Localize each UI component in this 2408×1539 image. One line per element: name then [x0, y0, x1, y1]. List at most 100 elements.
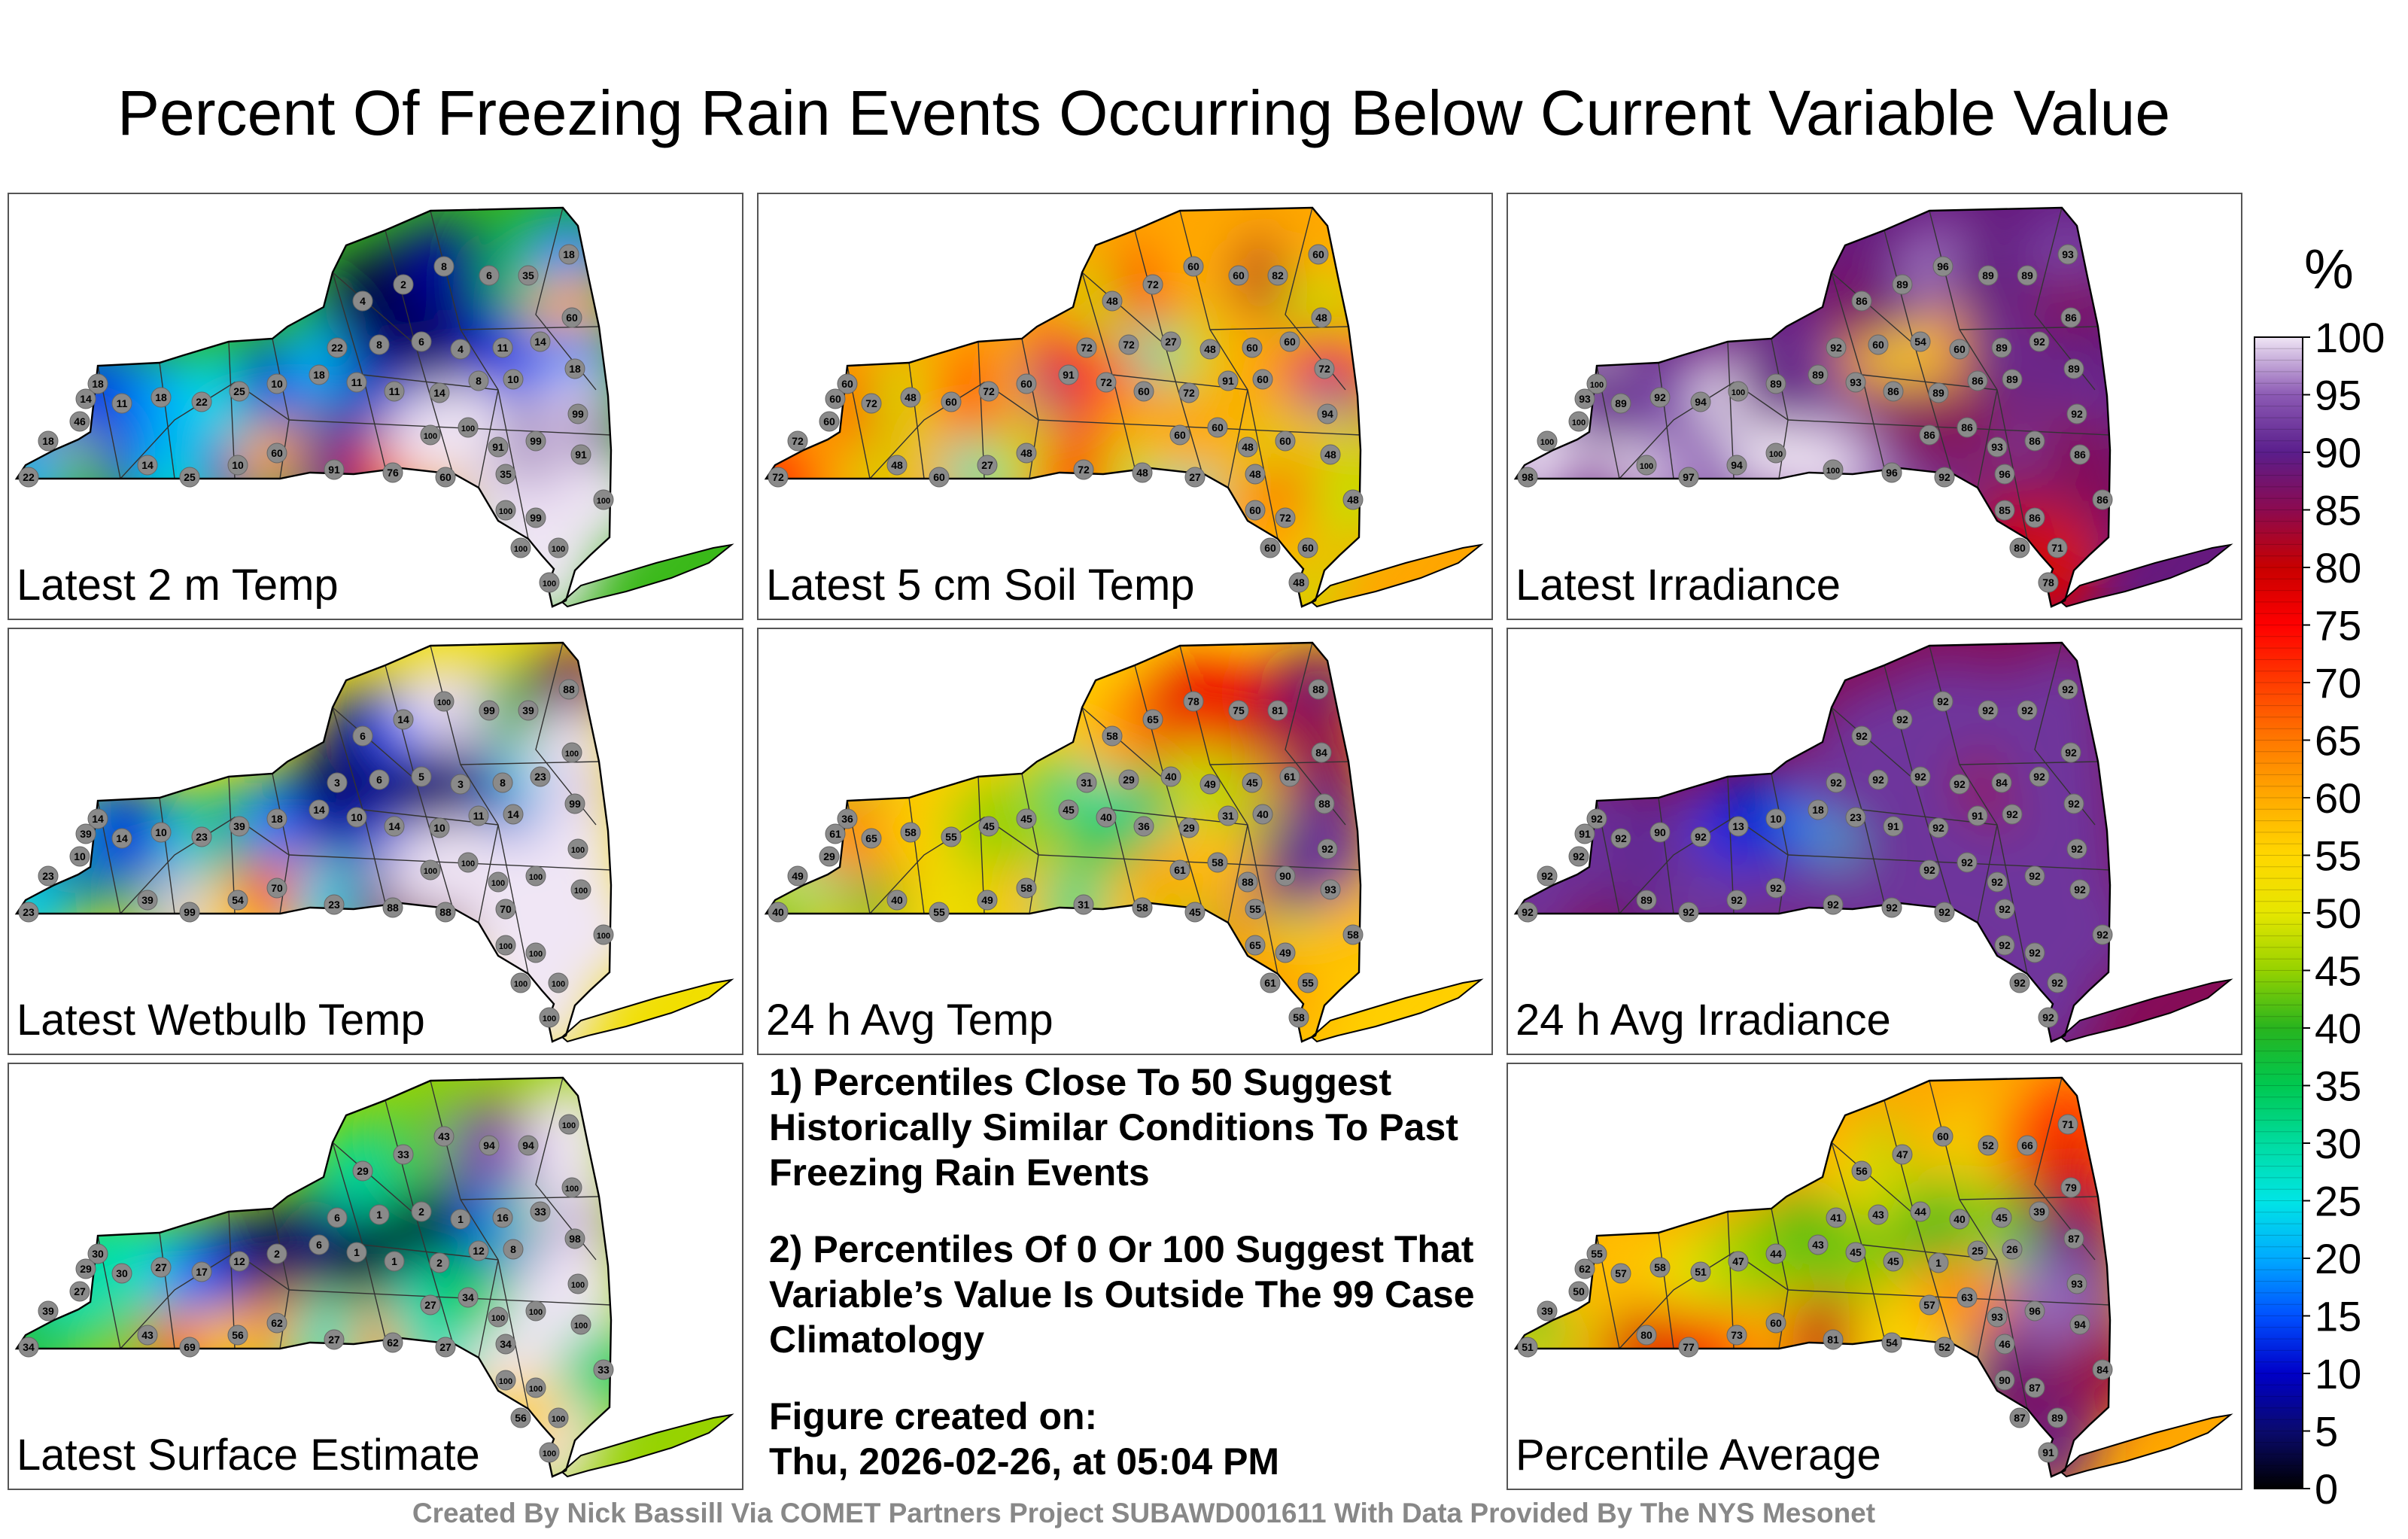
station-value: 100: [543, 579, 556, 589]
station-marker: [539, 1442, 560, 1463]
county-border: [1977, 389, 1998, 488]
station-value: 8: [476, 375, 482, 387]
state-outline: [1513, 1076, 2112, 1478]
station-value: 100: [529, 950, 543, 959]
station-value: 33: [534, 1206, 546, 1218]
station-value: 1: [391, 1255, 397, 1267]
station-value: 11: [117, 397, 128, 409]
station-value: 100: [574, 1322, 588, 1331]
colorbar-tick-label: 35: [2315, 1063, 2361, 1110]
station-marker: [1073, 459, 1094, 480]
station-value: 86: [1972, 375, 1984, 387]
station-marker: [1892, 709, 1913, 730]
station-value: 23: [196, 831, 208, 843]
station-marker: [1242, 772, 1263, 793]
station-marker: [1910, 766, 1931, 787]
station-marker: [150, 822, 172, 843]
station-value: 60: [829, 393, 841, 405]
station-value: 92: [1522, 906, 1534, 918]
station-value: 100: [424, 432, 437, 441]
station-value: 60: [1249, 504, 1261, 516]
station-value: 2: [274, 1248, 280, 1260]
station-value: 61: [1264, 977, 1276, 989]
created-date: Thu, 2026-02-26, at 05:04 PM: [769, 1440, 1280, 1483]
station-marker: [1956, 1287, 1978, 1308]
station-marker: [393, 1144, 414, 1165]
station-value: 93: [1850, 376, 1862, 388]
station-marker: [1517, 902, 1538, 923]
county-border: [159, 362, 175, 479]
station-value: 72: [1123, 339, 1135, 351]
station-marker: [492, 772, 513, 793]
station-value: 29: [357, 1165, 369, 1177]
county-border: [1658, 797, 1674, 914]
station-marker: [18, 467, 39, 488]
station-value: 58: [1106, 730, 1118, 742]
station-marker: [2024, 430, 2045, 452]
station-marker: [2057, 679, 2078, 700]
station-value: 18: [563, 248, 575, 260]
station-marker: [458, 1287, 479, 1308]
station-value: 27: [1165, 336, 1177, 348]
station-value: 23: [1850, 811, 1862, 823]
station-marker: [861, 828, 882, 849]
station-marker: [1919, 1294, 1940, 1315]
station-value: 35: [500, 468, 512, 480]
station-marker: [978, 816, 999, 837]
station-value: 91: [328, 464, 340, 476]
station-marker: [837, 808, 858, 829]
station-value: 92: [2071, 408, 2083, 420]
station-value: 8: [376, 339, 382, 351]
station-value: 48: [1315, 312, 1327, 324]
station-value: 92: [1982, 704, 1994, 716]
station-value: 93: [2071, 1278, 2083, 1290]
station-marker: [558, 1114, 579, 1135]
station-value: 27: [981, 459, 993, 471]
station-value: 89: [1770, 378, 1782, 390]
station-value: 65: [865, 832, 877, 844]
station-value: 89: [1812, 369, 1824, 381]
station-marker: [1142, 709, 1163, 730]
station-value: 75: [1233, 704, 1245, 716]
panel-label: Latest Surface Estimate: [17, 1431, 480, 1480]
station-marker: [229, 816, 250, 837]
station-marker: [886, 890, 908, 911]
station-marker: [382, 897, 403, 918]
station-marker: [1133, 816, 1154, 837]
station-value: 27: [328, 1334, 340, 1346]
station-value: 89: [1896, 278, 1908, 290]
station-marker: [492, 337, 513, 358]
station-value: 65: [1147, 713, 1159, 725]
station-marker: [1826, 337, 1847, 358]
station-value: 72: [792, 435, 804, 447]
station-marker: [1826, 772, 1847, 793]
colorbar-tick-label: 75: [2315, 602, 2361, 649]
station-value: 48: [1293, 576, 1305, 589]
station-marker: [309, 1234, 330, 1255]
station-marker: [488, 436, 509, 458]
station-value: 92: [1886, 902, 1898, 914]
station-value: 14: [397, 713, 409, 725]
station-value: 91: [1887, 820, 1899, 832]
county-border: [332, 707, 416, 780]
station-value: 33: [397, 1148, 409, 1160]
station-value: 86: [2065, 312, 2077, 324]
county-border: [478, 389, 499, 488]
station-marker: [75, 388, 96, 409]
station-marker: [1183, 691, 1204, 712]
station-value: 96: [1937, 260, 1949, 272]
station-value: 27: [424, 1299, 436, 1311]
station-value: 89: [2021, 269, 2033, 281]
station-value: 61: [1174, 864, 1186, 876]
station-marker: [1910, 1201, 1931, 1222]
station-value: 60: [1233, 269, 1245, 281]
station-marker: [564, 358, 585, 379]
county-border: [1209, 761, 1349, 765]
station-marker: [1574, 823, 1595, 844]
county-border: [908, 797, 925, 914]
station-value: 40: [1953, 1213, 1966, 1225]
station-value: 100: [529, 1385, 543, 1394]
station-marker: [468, 370, 489, 391]
panel-label: Latest Wetbulb Temp: [17, 996, 425, 1045]
station-marker: [1919, 424, 1940, 446]
